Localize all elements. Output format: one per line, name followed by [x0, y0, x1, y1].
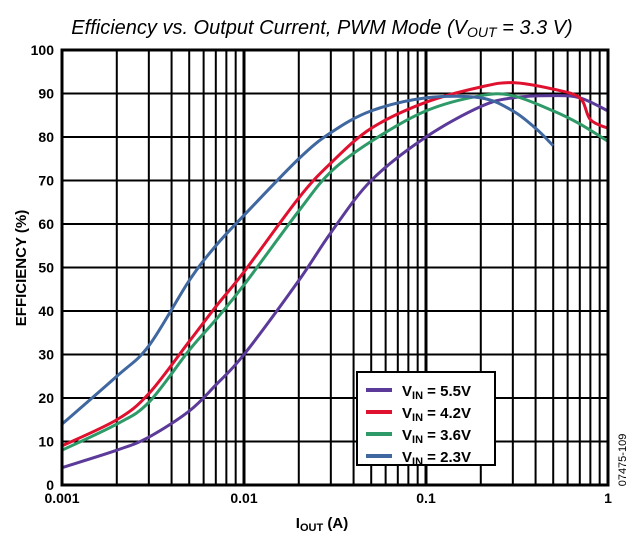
- grid: [60, 50, 608, 485]
- legend: VIN = 5.5V VIN = 4.2V VIN = 3.6V VIN = 2.3V: [356, 371, 496, 468]
- y-tick-label: 50: [38, 260, 54, 276]
- y-tick-label: 40: [38, 303, 54, 319]
- legend-label: VIN = 3.6V: [402, 427, 471, 446]
- legend-label: VIN = 4.2V: [402, 405, 471, 424]
- x-tick-label: 0.1: [416, 490, 436, 506]
- legend-label: VIN = 2.3V: [402, 449, 471, 468]
- y-tick-label: 30: [38, 347, 54, 363]
- y-tick-label: 60: [38, 216, 54, 232]
- y-tick-label: 20: [38, 390, 54, 406]
- series-line-2: [61, 92, 609, 452]
- series-line-0: [61, 94, 609, 470]
- series-lines: [61, 81, 609, 470]
- y-tick-label: 80: [38, 129, 54, 145]
- legend-label: VIN = 5.5V: [402, 383, 471, 402]
- series-line-3: [61, 94, 555, 426]
- series-line-1: [61, 81, 609, 448]
- chart-title: Efficiency vs. Output Current, PWM Mode …: [71, 17, 572, 40]
- x-axis-label: IOUT (A): [296, 515, 348, 534]
- plot-frame: [60, 48, 610, 487]
- y-tick-label: 70: [38, 173, 54, 189]
- y-tick-label: 100: [31, 42, 55, 58]
- x-tick-label: 0.001: [44, 490, 79, 506]
- figure-id: 07475-109: [617, 434, 629, 487]
- y-tick-label: 10: [38, 434, 54, 450]
- x-tick-label: 1: [604, 490, 612, 506]
- x-tick-label: 0.01: [230, 490, 257, 506]
- y-tick-label: 0: [46, 477, 54, 493]
- y-axis-label: EFFICIENCY (%): [13, 210, 30, 326]
- y-tick-label: 90: [38, 86, 54, 102]
